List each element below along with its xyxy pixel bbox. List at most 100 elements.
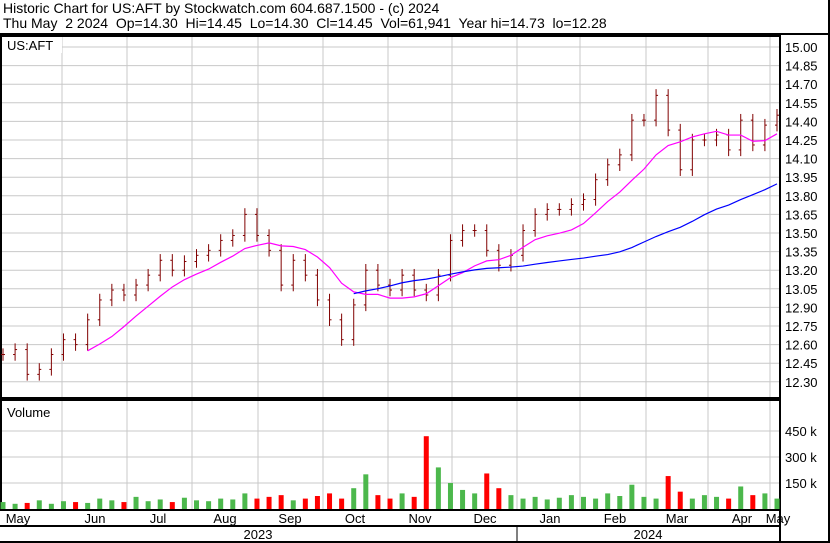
volume-bar <box>230 499 236 509</box>
volume-bar <box>12 503 18 509</box>
volume-bar <box>472 493 478 509</box>
volume-bar <box>218 498 224 509</box>
volume-bar <box>302 498 308 509</box>
volume-bar <box>157 499 163 509</box>
volume-bar <box>593 498 599 509</box>
volume-bar <box>254 498 260 509</box>
volume-bar <box>435 467 441 509</box>
price-tick-label: 13.20 <box>785 263 818 278</box>
volume-panel-border <box>0 399 781 511</box>
month-label: Jan <box>540 511 561 526</box>
volume-bar <box>133 496 139 509</box>
price-panel-border <box>0 35 781 399</box>
price-tick-label: 14.55 <box>785 96 818 111</box>
month-label: Mar <box>666 511 689 526</box>
month-label: Jul <box>150 511 167 526</box>
volume-bar <box>774 498 780 509</box>
price-tick-label: 13.80 <box>785 189 818 204</box>
volume-bar <box>242 493 248 509</box>
volume-bar <box>60 501 66 509</box>
volume-bar <box>387 498 393 509</box>
volume-bar <box>568 495 574 509</box>
symbol-label: US:AFT <box>7 38 53 53</box>
volume-bar <box>532 496 538 509</box>
price-tick-label: 12.60 <box>785 338 818 353</box>
price-tick-label: 12.75 <box>785 319 818 334</box>
volume-bar <box>314 496 320 509</box>
volume-bar <box>556 497 562 509</box>
month-label: Jun <box>85 511 106 526</box>
volume-bar <box>520 498 526 509</box>
price-tick-label: 13.35 <box>785 245 818 260</box>
volume-tick-label: 450 k <box>785 424 817 439</box>
volume-bar <box>762 493 768 509</box>
volume-bar <box>508 495 514 509</box>
volume-bar <box>617 496 623 509</box>
volume-bar <box>460 489 466 509</box>
volume-bar <box>48 503 54 509</box>
volume-bar <box>0 502 6 509</box>
volume-bar <box>653 498 659 509</box>
volume-bar <box>496 488 502 509</box>
volume-bar <box>194 500 199 509</box>
price-tick-label: 14.40 <box>785 114 818 129</box>
volume-bar <box>544 499 550 509</box>
volume-bar <box>121 502 127 509</box>
volume-tick-label: 150 k <box>785 476 817 491</box>
volume-bar <box>24 502 30 509</box>
month-label: Oct <box>345 511 366 526</box>
volume-bar <box>665 476 671 509</box>
price-tick-label: 14.70 <box>785 77 818 92</box>
volume-bar <box>169 502 175 509</box>
price-tick-label: 12.30 <box>785 375 818 390</box>
year-label: 2024 <box>634 527 663 542</box>
volume-bar <box>726 498 732 509</box>
volume-bar <box>677 491 683 509</box>
volume-bar <box>73 502 79 509</box>
symbol-label-bg <box>2 37 62 53</box>
volume-bar <box>339 498 345 509</box>
month-label: May <box>766 511 791 526</box>
volume-bar <box>278 495 284 509</box>
price-tick-label: 12.45 <box>785 356 818 371</box>
month-label: May <box>6 511 31 526</box>
price-tick-label: 13.50 <box>785 226 818 241</box>
volume-bar <box>423 436 429 509</box>
price-tick-label: 13.95 <box>785 170 818 185</box>
price-tick-label: 13.05 <box>785 282 818 297</box>
month-label: Nov <box>408 511 432 526</box>
month-label: Aug <box>213 511 236 526</box>
volume-bar <box>97 498 103 509</box>
volume-bar <box>689 498 695 509</box>
volume-bar <box>351 488 357 509</box>
volume-bar <box>375 495 381 509</box>
chart-title: Historic Chart for US:AFT by Stockwatch.… <box>3 0 440 16</box>
volume-bar <box>581 496 586 509</box>
volume-bar <box>411 496 417 509</box>
moving-average-line <box>87 130 778 352</box>
volume-tick-label: 300 k <box>785 450 817 465</box>
volume-bar <box>327 493 333 509</box>
volume-bar <box>36 500 42 509</box>
price-tick-label: 13.65 <box>785 207 818 222</box>
volume-bar <box>750 495 756 509</box>
volume-bar <box>145 501 151 509</box>
month-label: Dec <box>473 511 497 526</box>
volume-label: Volume <box>7 405 50 420</box>
volume-bar <box>399 493 405 509</box>
volume-bar <box>641 496 647 509</box>
volume-bar <box>714 496 720 509</box>
price-tick-label: 12.90 <box>785 300 818 315</box>
price-tick-label: 14.85 <box>785 59 818 74</box>
volume-bar <box>266 496 272 509</box>
volume-bar <box>109 500 115 509</box>
volume-bar <box>484 473 490 509</box>
volume-bar <box>629 484 635 509</box>
volume-bar <box>605 493 611 509</box>
volume-bar <box>363 474 369 509</box>
volume-bar <box>85 502 91 509</box>
volume-bar <box>447 483 453 509</box>
price-tick-label: 14.25 <box>785 133 818 148</box>
